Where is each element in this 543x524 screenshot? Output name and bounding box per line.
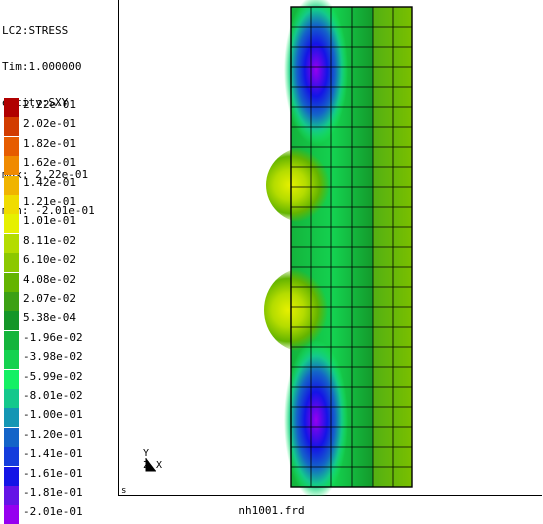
legend-label: 1.01e-01	[23, 214, 76, 228]
legend-swatch	[4, 330, 19, 350]
legend-entry: -1.61e-01	[4, 466, 119, 486]
legend-entry: -1.41e-01	[4, 447, 119, 467]
legend-label: 2.02e-01	[23, 117, 76, 131]
legend-swatch	[4, 466, 19, 486]
legend-entry: -8.01e-02	[4, 389, 119, 408]
legend-label: -8.01e-02	[23, 389, 83, 402]
legend-swatch	[4, 505, 19, 524]
legend-swatch	[4, 389, 19, 408]
legend-entry: -1.81e-01	[4, 486, 119, 505]
legend-label: -2.01e-01	[23, 505, 83, 519]
axis-y-label: Y	[143, 448, 150, 459]
legend-swatch	[4, 486, 19, 505]
contour-bottom-negative	[284, 340, 348, 496]
loadcase-label: LC2:STRESS	[2, 24, 69, 37]
contour-top-negative	[284, 0, 348, 145]
filename-label: nh1001.frd	[238, 504, 305, 517]
legend-swatch	[4, 427, 19, 447]
legend-entry: 2.07e-02	[4, 292, 119, 311]
legend-swatch	[4, 447, 19, 467]
mesh-grid	[290, 6, 413, 488]
axis-x-label: X	[156, 460, 163, 471]
legend-label: 1.82e-01	[23, 136, 76, 150]
legend-label: -1.20e-01	[23, 427, 83, 441]
legend-label: -1.96e-02	[23, 330, 83, 344]
model-viewport[interactable]: Y Z X	[118, 0, 542, 496]
legend-swatch	[4, 175, 19, 195]
status-marker: s	[121, 486, 127, 496]
legend-entry: -1.00e-01	[4, 408, 119, 428]
legend-entry: 4.08e-02	[4, 272, 119, 292]
fe-mesh-plot	[145, 0, 413, 496]
legend-entry: 2.22e-01	[4, 98, 119, 117]
legend-swatch	[4, 233, 19, 253]
legend-label: 2.22e-01	[23, 98, 76, 111]
legend-swatch	[4, 214, 19, 234]
legend-label: 4.08e-02	[23, 272, 76, 286]
legend-entry: 1.62e-01	[4, 156, 119, 176]
legend-label: 1.62e-01	[23, 156, 76, 170]
legend-entry: 1.01e-01	[4, 214, 119, 234]
legend-swatch	[4, 195, 19, 214]
legend-entry: 6.10e-02	[4, 253, 119, 273]
legend-entry: 2.02e-01	[4, 117, 119, 137]
legend-entry: -2.01e-01	[4, 505, 119, 524]
axis-triad	[145, 458, 156, 472]
legend-entry: 8.11e-02	[4, 233, 119, 253]
legend-entry: -5.99e-02	[4, 369, 119, 389]
legend-label: -3.98e-02	[23, 350, 83, 364]
legend-label: -5.99e-02	[23, 369, 83, 383]
legend-swatch	[4, 156, 19, 176]
legend-swatch	[4, 117, 19, 137]
legend-entry: 1.21e-01	[4, 195, 119, 214]
legend-swatch	[4, 98, 19, 117]
legend-label: -1.61e-01	[23, 466, 83, 480]
time-label: Tim:1.000000	[2, 60, 82, 73]
legend-entry: 1.42e-01	[4, 175, 119, 195]
contour-lower-positive	[264, 268, 344, 352]
legend-swatch	[4, 369, 19, 389]
legend-swatch	[4, 253, 19, 273]
legend-label: 5.38e-04	[23, 311, 76, 325]
legend-label: 2.07e-02	[23, 292, 76, 305]
legend-entry: -3.98e-02	[4, 350, 119, 370]
legend-label: 8.11e-02	[23, 233, 76, 247]
legend-entry: -1.96e-02	[4, 330, 119, 350]
legend-label: 6.10e-02	[23, 253, 76, 267]
legend-label: 1.21e-01	[23, 195, 76, 208]
legend-swatch	[4, 292, 19, 311]
legend-label: -1.00e-01	[23, 408, 83, 422]
legend-entry: -1.20e-01	[4, 427, 119, 447]
legend-swatch	[4, 408, 19, 428]
legend-label: -1.41e-01	[23, 447, 83, 461]
legend-entry: 5.38e-04	[4, 311, 119, 331]
legend-swatch	[4, 272, 19, 292]
legend-label: -1.81e-01	[23, 486, 83, 499]
legend-swatch	[4, 350, 19, 370]
legend-swatch	[4, 136, 19, 156]
legend-swatch	[4, 311, 19, 331]
legend-label: 1.42e-01	[23, 175, 76, 189]
contour-upper-positive	[266, 147, 346, 223]
axis-z-label: Z	[143, 460, 150, 471]
legend-entry: 1.82e-01	[4, 136, 119, 156]
